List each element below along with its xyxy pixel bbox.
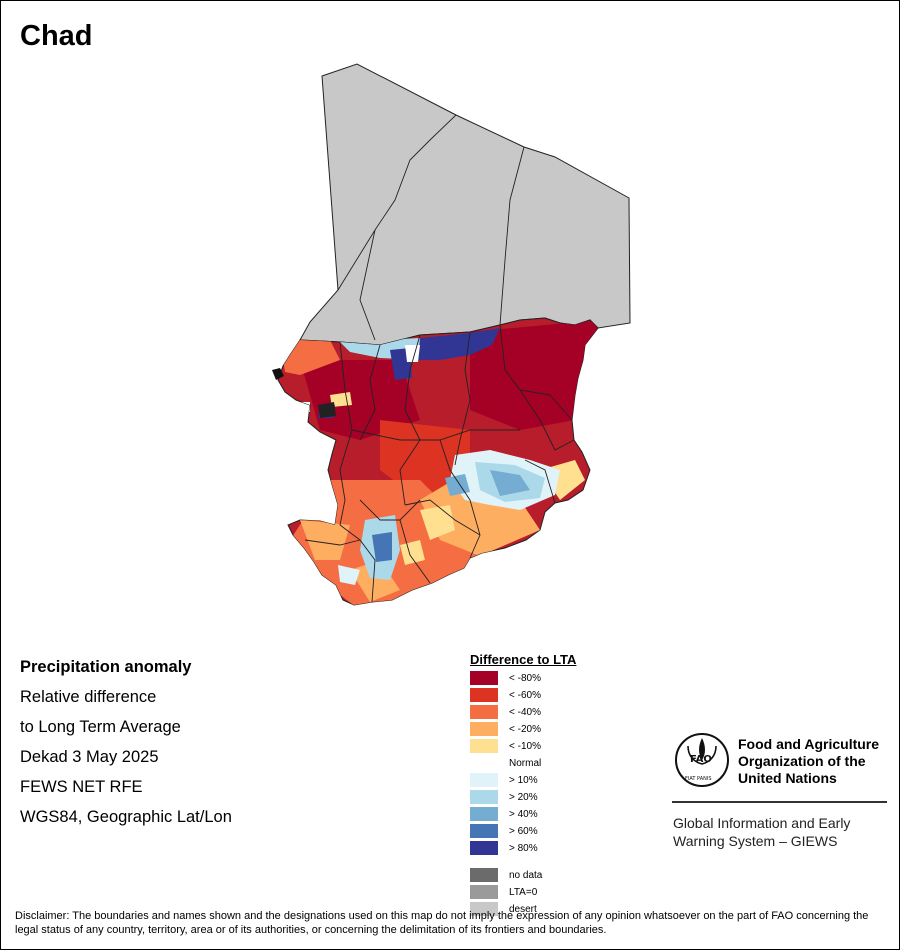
region-borders (304, 324, 575, 603)
legend-label: Normal (509, 758, 542, 769)
legend-swatch (470, 902, 498, 916)
org-name-line1: Food and Agriculture (738, 736, 880, 752)
legend-label: LTA=0 (509, 887, 538, 898)
legend-label: no data (509, 870, 543, 881)
legend-label: < -80% (509, 673, 541, 684)
legend-label: > 80% (509, 843, 538, 854)
legend-item: < -40% (470, 705, 576, 722)
chad-map (272, 63, 631, 606)
legend-item: < -10% (470, 739, 576, 756)
info-source: FEWS NET RFE (20, 778, 143, 796)
fao-logo-letters: FAO (690, 754, 712, 765)
legend-swatch (470, 756, 498, 770)
legend-items: < -80% < -60% < -40% < -20% < -10% Normal > 10… (470, 671, 576, 858)
info-projection: WGS84, Geographic Lat/Lon (20, 808, 232, 826)
legend-label: < -40% (509, 707, 541, 718)
legend-extra-item: LTA=0 (470, 885, 576, 902)
legend-extra-item: desert (470, 902, 576, 919)
legend-swatch (470, 841, 498, 855)
org-name-line2: Organization of the (738, 753, 866, 769)
legend-label: < -20% (509, 724, 541, 735)
legend-item: < -60% (470, 688, 576, 705)
legend-swatch (470, 824, 498, 838)
desert-region (299, 63, 631, 346)
legend-swatch (470, 773, 498, 787)
legend-item: > 20% (470, 790, 576, 807)
legend-swatch (470, 739, 498, 753)
legend-label: > 40% (509, 809, 538, 820)
legend-label: > 60% (509, 826, 538, 837)
fao-logo-motto: FIAT PANIS (685, 776, 712, 782)
legend-label: desert (509, 904, 537, 915)
legend-label: < -60% (509, 690, 541, 701)
org-name: Food and Agriculture Organization of the… (738, 736, 879, 787)
legend-extra-item: no data (470, 868, 576, 885)
map-info: Precipitation anomaly Relative differenc… (20, 656, 232, 836)
giews-line1: Global Information and Early (673, 815, 851, 831)
info-product: Precipitation anomaly (20, 658, 192, 676)
info-line3: to Long Term Average (20, 718, 181, 736)
info-line2: Relative difference (20, 688, 157, 706)
legend-extra: no data LTA=0 desert (470, 868, 576, 919)
org-divider (672, 801, 887, 803)
legend-label: > 20% (509, 792, 538, 803)
giews-line2: Warning System – GIEWS (673, 833, 838, 849)
legend-swatch (470, 790, 498, 804)
legend: Difference to LTA < -80% < -60% < -40% < -2… (470, 652, 576, 919)
legend-swatch (470, 807, 498, 821)
legend-item: < -80% (470, 671, 576, 688)
fao-logo-icon: FAO FIAT PANIS (675, 733, 729, 787)
legend-swatch (470, 705, 498, 719)
legend-label: > 10% (509, 775, 538, 786)
legend-item: Normal (470, 756, 576, 773)
disclaimer: Disclaimer: The boundaries and names sho… (15, 910, 869, 936)
info-period: Dekad 3 May 2025 (20, 748, 159, 766)
legend-swatch (470, 688, 498, 702)
legend-title: Difference to LTA (470, 652, 577, 667)
lake-chad (272, 368, 336, 418)
legend-item: < -20% (470, 722, 576, 739)
legend-item: > 10% (470, 773, 576, 790)
legend-swatch (470, 722, 498, 736)
map-title: Chad (20, 20, 93, 52)
org-name-line3: United Nations (738, 770, 837, 786)
giews-name: Global Information and Early Warning Sys… (673, 814, 850, 850)
legend-swatch (470, 885, 498, 899)
legend-item: > 80% (470, 841, 576, 858)
legend-label: < -10% (509, 741, 541, 752)
legend-swatch (470, 868, 498, 882)
legend-item: > 60% (470, 824, 576, 841)
legend-item: > 40% (470, 807, 576, 824)
legend-swatch (470, 671, 498, 685)
north-borders (337, 114, 525, 341)
